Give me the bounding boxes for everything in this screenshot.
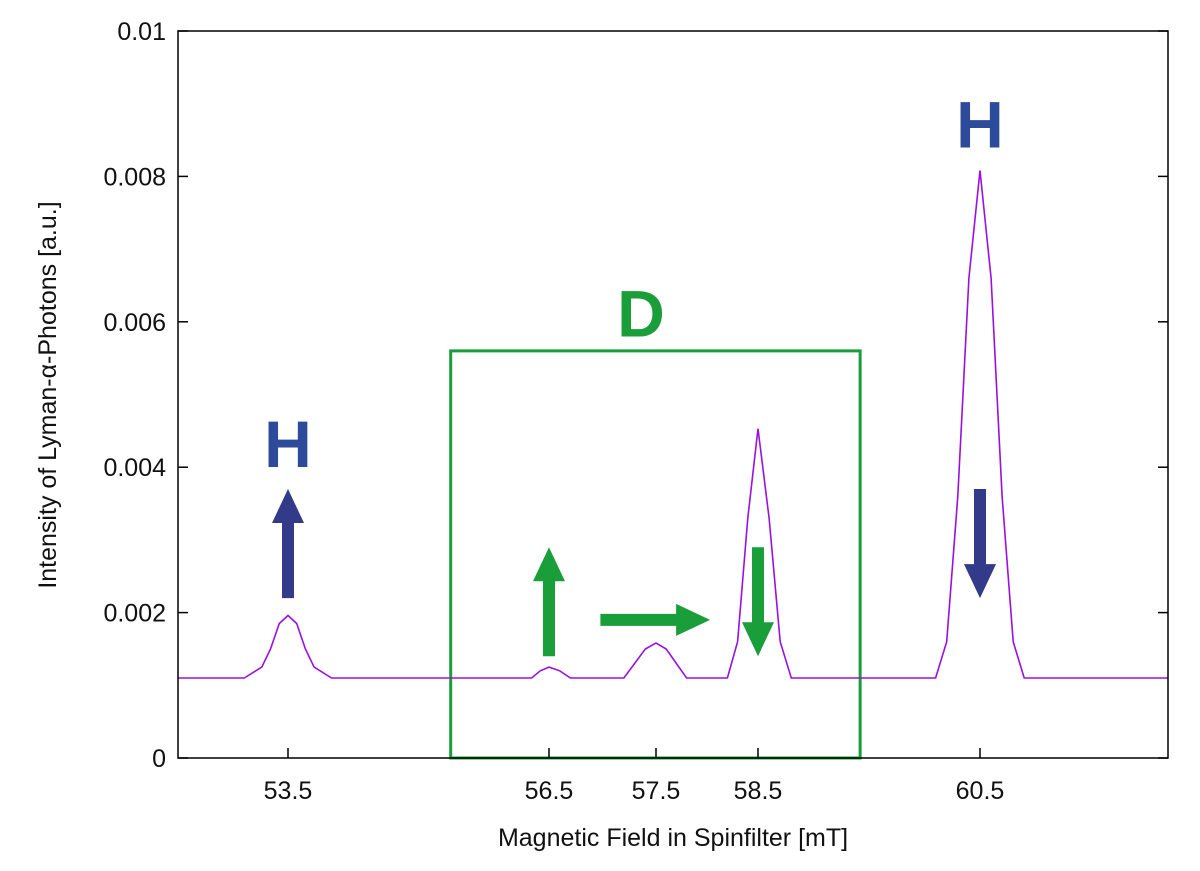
x-tick-label: 53.5: [264, 777, 313, 805]
x-tick-label: 56.5: [525, 777, 574, 805]
annotation-label-d: D: [617, 276, 665, 350]
series-line: [178, 170, 1168, 679]
spin-up-arrow-h-icon: [272, 489, 304, 599]
annotations: [272, 349, 996, 760]
x-axis-label: Magnetic Field in Spinfilter [mT]: [498, 824, 848, 852]
plot-frame: [177, 30, 1169, 759]
y-tick-label: 0.01: [117, 18, 166, 46]
spin-down-arrow-h-icon: [964, 489, 996, 599]
spin-down-arrow-d-icon: [742, 547, 774, 657]
spin-right-arrow-d-icon: [600, 603, 711, 636]
annotation-label-h: H: [264, 407, 312, 481]
y-tick-label: 0.006: [103, 309, 166, 337]
axis-ticks: 0 0.002 0.004 0.006 0.008 0.01 53.5 56.5 57.5 58.…: [103, 18, 1168, 805]
y-tick-label: 0.004: [103, 454, 166, 482]
annotation-label-h: H: [956, 87, 1004, 161]
x-tick-label: 58.5: [734, 777, 783, 805]
x-tick-label: 57.5: [632, 777, 681, 805]
annotation-labels: H H D: [264, 87, 1004, 481]
x-tick-label: 60.5: [956, 777, 1005, 805]
d-region-box: [449, 349, 862, 760]
y-tick-label: 0: [152, 745, 166, 773]
y-tick-label: 0.002: [103, 600, 166, 628]
y-axis-label: Intensity of Lyman-α-Photons [a.u.]: [34, 201, 62, 588]
spin-up-arrow-d-icon: [533, 547, 565, 657]
y-tick-label: 0.008: [103, 163, 166, 191]
